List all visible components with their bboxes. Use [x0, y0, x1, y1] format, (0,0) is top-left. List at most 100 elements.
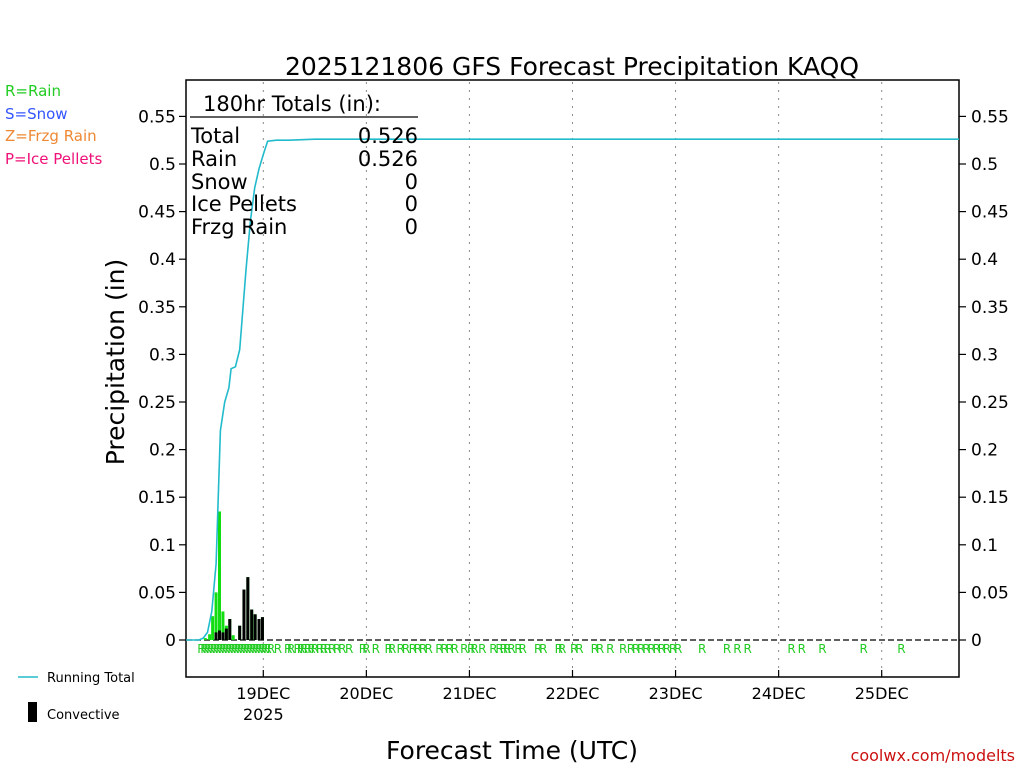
x-tick-label: 22DEC — [546, 684, 600, 703]
ptype-marker: R — [267, 642, 275, 656]
x-tick-label: 24DEC — [752, 684, 806, 703]
ptype-marker: R — [460, 642, 468, 656]
ptype-marker: R — [440, 642, 448, 656]
ptype-marker: R — [674, 642, 682, 656]
x-tick-label: 21DEC — [442, 684, 496, 703]
ptype-marker: R — [723, 642, 731, 656]
y-tick-label-right: 0 — [971, 631, 982, 651]
ptype-marker: R — [519, 642, 527, 656]
ptype-marker: R — [446, 642, 454, 656]
ptype-marker: R — [224, 642, 232, 656]
ptype-marker: R — [744, 642, 752, 656]
ptype-marker: R — [397, 642, 405, 656]
ptype-legend: R=Rain S=Snow Z=Frzg Rain P=Ice Pellets — [5, 82, 102, 168]
y-tick-label-right: 0.3 — [971, 345, 998, 365]
x-axis: 19DEC 2025 20DEC 21DEC 22DEC 23DEC 24DEC 25DEC — [236, 670, 909, 724]
ptype-marker: R — [424, 642, 432, 656]
ptype-marker: R — [503, 642, 511, 656]
ptype-marker: R — [409, 642, 417, 656]
ptype-marker: R — [239, 642, 247, 656]
ptype-marker: R — [495, 642, 503, 656]
ptype-marker: R — [698, 642, 706, 656]
y-tick-label-right: 0.25 — [971, 393, 1009, 413]
ptype-marker: R — [263, 642, 271, 656]
ptype-marker: R — [236, 642, 244, 656]
ptype-marker: R — [260, 642, 268, 656]
ptype-marker: R — [658, 642, 666, 656]
ptype-marker: R — [402, 642, 410, 656]
convective-bar — [238, 625, 242, 640]
y-tick-label-right: 0.2 — [971, 441, 998, 461]
ptype-marker: R — [297, 642, 305, 656]
legend-snow: S=Snow — [5, 105, 68, 123]
rain-bar — [231, 635, 235, 640]
running-total-legend-label: Running Total — [47, 671, 135, 686]
y-axis-label: Precipitation (in) — [101, 259, 130, 466]
totals-rain-label: Rain — [191, 147, 237, 171]
totals-total-value: 0.526 — [358, 124, 418, 148]
y-tick-label-left: 0.4 — [149, 250, 176, 270]
ptype-marker: R — [245, 642, 253, 656]
ptype-marker: R — [514, 642, 522, 656]
ptype-marker: R — [478, 642, 486, 656]
precip-bars — [203, 511, 264, 640]
ptype-marker: R — [414, 642, 422, 656]
ptype-marker: R — [345, 642, 353, 656]
x-tick-sublabel: 2025 — [243, 705, 284, 724]
y-tick-label-left: 0.1 — [149, 536, 176, 556]
convective-bar — [250, 609, 254, 640]
ptype-marker: R — [507, 642, 515, 656]
chart-title: 2025121806 GFS Forecast Precipitation KA… — [285, 52, 859, 81]
legend-rain: R=Rain — [5, 82, 61, 100]
totals-ice-pellets-value: 0 — [405, 192, 418, 216]
ptype-marker: R — [311, 642, 319, 656]
ptype-marker: R — [627, 642, 635, 656]
x-tick-label: 25DEC — [855, 684, 909, 703]
legend-freezing-rain: Z=Frzg Rain — [5, 127, 97, 145]
ptype-marker: R — [233, 642, 241, 656]
totals-freezing-rain-label: Frzg Rain — [191, 215, 287, 239]
ptype-marker: R — [316, 642, 324, 656]
ptype-marker: R — [489, 642, 497, 656]
rain-bar — [217, 511, 221, 640]
ptype-marker: R — [307, 642, 315, 656]
ptype-marker: R — [647, 642, 655, 656]
ptype-marker: R — [284, 642, 292, 656]
y-tick-label-left: 0.05 — [138, 583, 176, 603]
convective-bar — [246, 577, 250, 640]
ptype-marker: R — [212, 642, 220, 656]
ptype-marker: R — [632, 642, 640, 656]
x-axis-label: Forecast Time (UTC) — [386, 736, 638, 765]
ptype-marker: R — [570, 642, 578, 656]
ptype-marker: R — [257, 642, 265, 656]
ptype-marker: R — [637, 642, 645, 656]
convective-bar — [228, 619, 232, 640]
totals-snow-value: 0 — [405, 170, 418, 194]
totals-snow-label: Snow — [191, 170, 248, 194]
ptype-marker: R — [372, 642, 380, 656]
ptype-marker: R — [221, 642, 229, 656]
ptype-marker: R — [197, 642, 205, 656]
y-tick-label-right: 0.15 — [971, 488, 1009, 508]
ptype-marker: R — [338, 642, 346, 656]
y-tick-label-left: 0.45 — [138, 203, 176, 223]
ptype-marker: R — [287, 642, 295, 656]
ptype-marker: R — [859, 642, 867, 656]
y-tick-label-right: 0.35 — [971, 298, 1009, 318]
ptype-marker: R — [642, 642, 650, 656]
y-tick-label-right: 0.1 — [971, 536, 998, 556]
y-tick-label-right: 0.5 — [971, 155, 998, 175]
ptype-marker: R — [897, 642, 905, 656]
ptype-marker: R — [206, 642, 214, 656]
ptype-marker: R — [798, 642, 806, 656]
ptype-marker: R — [787, 642, 795, 656]
convective-bar — [214, 632, 218, 640]
ptype-marker: R — [435, 642, 443, 656]
y-tick-label-left: 0.5 — [149, 155, 176, 175]
y-tick-label-left: 0.25 — [138, 393, 176, 413]
ptype-marker: R — [218, 642, 226, 656]
credit-text: coolwx.com/modelts — [851, 746, 1015, 765]
ptype-marker: R — [242, 642, 250, 656]
